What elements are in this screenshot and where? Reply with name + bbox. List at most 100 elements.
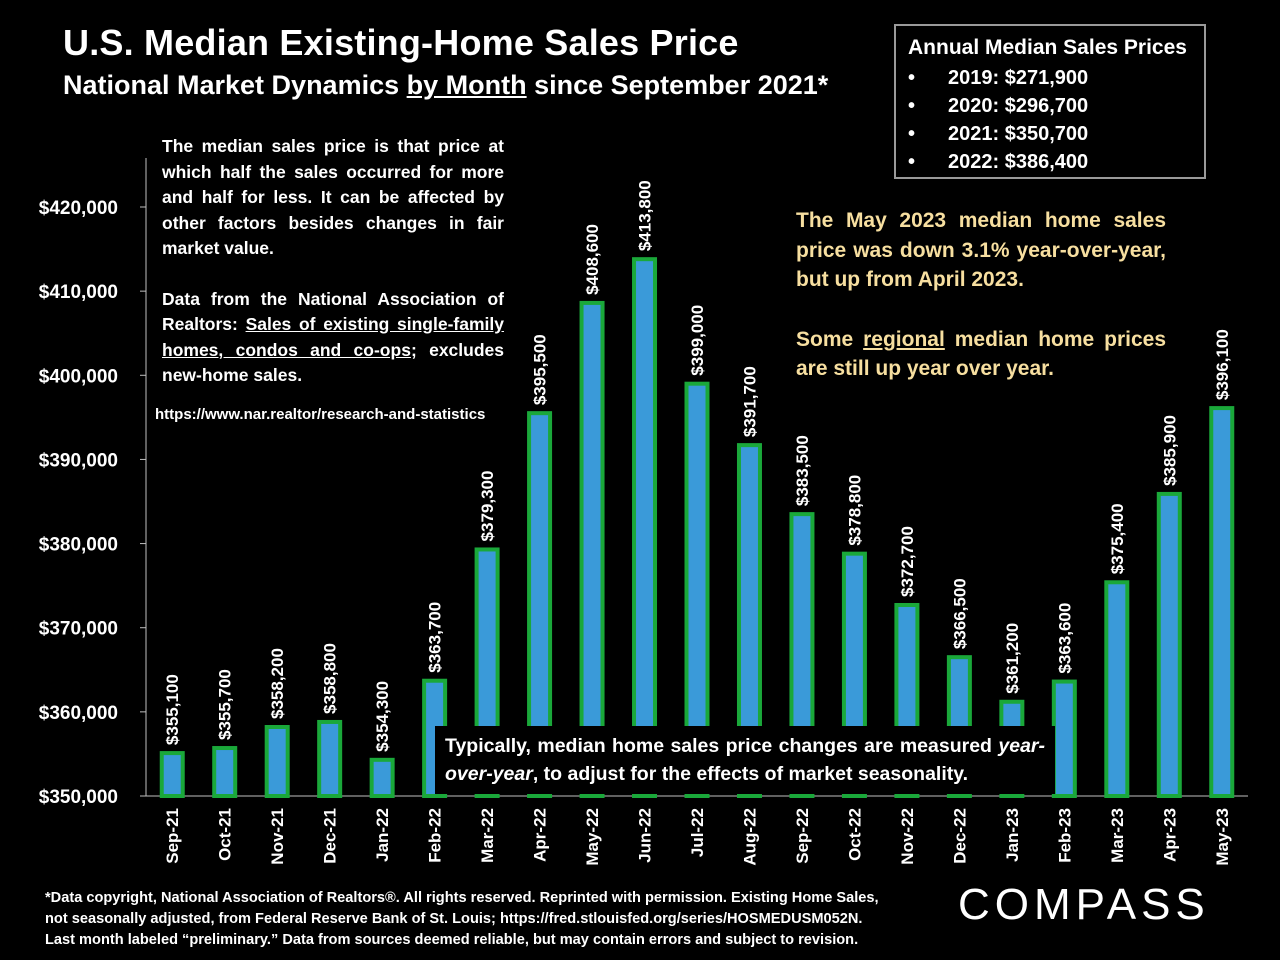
bar-nov-21 (264, 725, 290, 799)
bar-apr-22 (527, 411, 553, 798)
x-tick-label: Mar-22 (478, 808, 497, 863)
annual-prices-box: Annual Median Sales Prices • 2019: $271,9… (894, 24, 1206, 179)
data-label: $355,700 (216, 669, 235, 740)
data-label: $375,400 (1108, 503, 1127, 574)
y-tick-label: $400,000 (39, 366, 118, 387)
bar-apr-23 (1156, 491, 1182, 798)
seasonality-note: Typically, median home sales price chang… (435, 726, 1055, 794)
x-tick-label: May-22 (583, 808, 602, 866)
bar-sep-22 (789, 512, 815, 798)
y-tick-label: $350,000 (39, 787, 118, 808)
x-tick-label: Jan-23 (1003, 808, 1022, 862)
bar-oct-21 (212, 746, 238, 799)
bar-mar-23 (1104, 580, 1130, 799)
x-tick-label: Jan-22 (373, 808, 392, 862)
data-label: $363,600 (1055, 603, 1074, 674)
data-label: $399,000 (688, 305, 707, 376)
data-label: $358,200 (268, 648, 287, 719)
seasonality-text-end: , to adjust for the effects of market se… (532, 763, 969, 785)
y-tick-label: $420,000 (39, 198, 118, 219)
x-tick-label: Feb-23 (1055, 808, 1074, 863)
footer-disclaimer: *Data copyright, National Association of… (45, 888, 945, 951)
subtitle-text-end: since September 2021* (526, 70, 829, 100)
x-tick-label: Mar-23 (1108, 808, 1127, 863)
data-label: $372,700 (898, 526, 917, 597)
bar-jul-22 (684, 381, 710, 798)
bullet-icon: • (908, 67, 916, 89)
y-tick-label: $390,000 (39, 450, 118, 471)
bar-jan-22 (369, 757, 395, 798)
x-tick-label: Nov-21 (268, 808, 287, 865)
data-label: $396,100 (1213, 329, 1232, 400)
list-item: • 2022: $386,400 (908, 148, 1192, 176)
definition-paragraph: The median sales price is that price at … (162, 136, 504, 258)
regional-text: Some (796, 327, 864, 351)
x-tick-label: Sep-21 (163, 808, 182, 864)
regional-underlined-text: regional (863, 327, 945, 351)
subtitle-underlined-text: by Month (406, 70, 527, 100)
data-label: $413,800 (636, 180, 655, 251)
data-label: $383,500 (793, 435, 812, 506)
footer-line: *Data copyright, National Association of… (45, 890, 879, 906)
highlight-paragraph: The May 2023 median home sales price was… (796, 209, 1166, 291)
annual-price-2021: 2021: $350,700 (948, 123, 1089, 145)
annual-price-2019: 2019: $271,900 (948, 67, 1089, 89)
x-tick-label: Dec-21 (321, 808, 340, 864)
x-tick-label: May-23 (1213, 808, 1232, 866)
y-tick-label: $370,000 (39, 619, 118, 640)
bullet-icon: • (908, 151, 916, 173)
data-label: $363,700 (426, 602, 445, 673)
bar-aug-22 (736, 443, 762, 798)
x-tick-label: Dec-22 (950, 808, 969, 864)
data-label: $361,200 (1003, 623, 1022, 694)
source-url: https://www.nar.realtor/research-and-sta… (153, 404, 488, 425)
subtitle-text: National Market Dynamics (63, 70, 407, 100)
data-label: $395,500 (531, 334, 550, 405)
x-tick-label: Jul-22 (688, 808, 707, 857)
source-text-end: ; excludes new-home sales. (162, 339, 504, 386)
seasonality-italic-text: year-over-year (445, 735, 1045, 785)
highlight-note: The May 2023 median home sales price was… (784, 202, 1178, 388)
x-tick-label: Sep-22 (793, 808, 812, 864)
list-item: • 2020: $296,700 (908, 92, 1192, 120)
bar-sep-21 (159, 751, 185, 799)
list-item: • 2019: $271,900 (908, 64, 1192, 92)
source-text: Data from the National Association of Re… (162, 288, 504, 335)
x-tick-label: Nov-22 (898, 808, 917, 865)
list-item: • 2021: $350,700 (908, 120, 1192, 148)
x-tick-label: Oct-22 (845, 808, 864, 861)
x-tick-label: Apr-22 (531, 808, 550, 862)
chart-title: U.S. Median Existing-Home Sales Price (63, 22, 739, 63)
data-label: $378,800 (845, 475, 864, 546)
bar-may-23 (1209, 406, 1235, 798)
annual-prices-list: • 2019: $271,900 • 2020: $296,700 • 2021: $… (908, 64, 1192, 176)
chart-subtitle: National Market Dynamics by Month since … (63, 70, 828, 101)
definition-note: The median sales price is that price at … (158, 132, 508, 391)
bar-jun-22 (632, 257, 658, 798)
source-underlined-text: Sales of existing single-family homes, c… (162, 314, 504, 360)
data-label: $391,700 (740, 366, 759, 437)
data-label: $385,900 (1160, 415, 1179, 486)
footer-line: not seasonally adjusted, from Federal Re… (45, 911, 863, 927)
data-label: $358,800 (321, 643, 340, 714)
bar-may-22 (579, 300, 605, 798)
data-label: $354,300 (373, 681, 392, 752)
bullet-icon: • (908, 123, 916, 145)
y-tick-label: $360,000 (39, 703, 118, 724)
compass-logo: COMPASS (958, 880, 1210, 929)
bar-feb-23 (1051, 679, 1077, 799)
footer-line: Last month labeled “preliminary.” Data f… (45, 932, 859, 948)
data-label: $355,100 (163, 674, 182, 745)
bar-dec-21 (317, 719, 343, 798)
x-tick-label: Feb-22 (426, 808, 445, 863)
y-tick-label: $380,000 (39, 535, 118, 556)
seasonality-paragraph: Typically, median home sales price chang… (445, 732, 1045, 788)
y-tick-label: $410,000 (39, 282, 118, 303)
source-paragraph: Data from the National Association of Re… (162, 287, 504, 389)
seasonality-text: Typically, median home sales price chang… (445, 735, 999, 757)
x-tick-label: Oct-21 (216, 808, 235, 861)
bullet-icon: • (908, 95, 916, 117)
x-tick-label: Apr-23 (1160, 808, 1179, 862)
x-tick-label: Jun-22 (636, 808, 655, 863)
annual-price-2022: 2022: $386,400 (948, 151, 1089, 173)
